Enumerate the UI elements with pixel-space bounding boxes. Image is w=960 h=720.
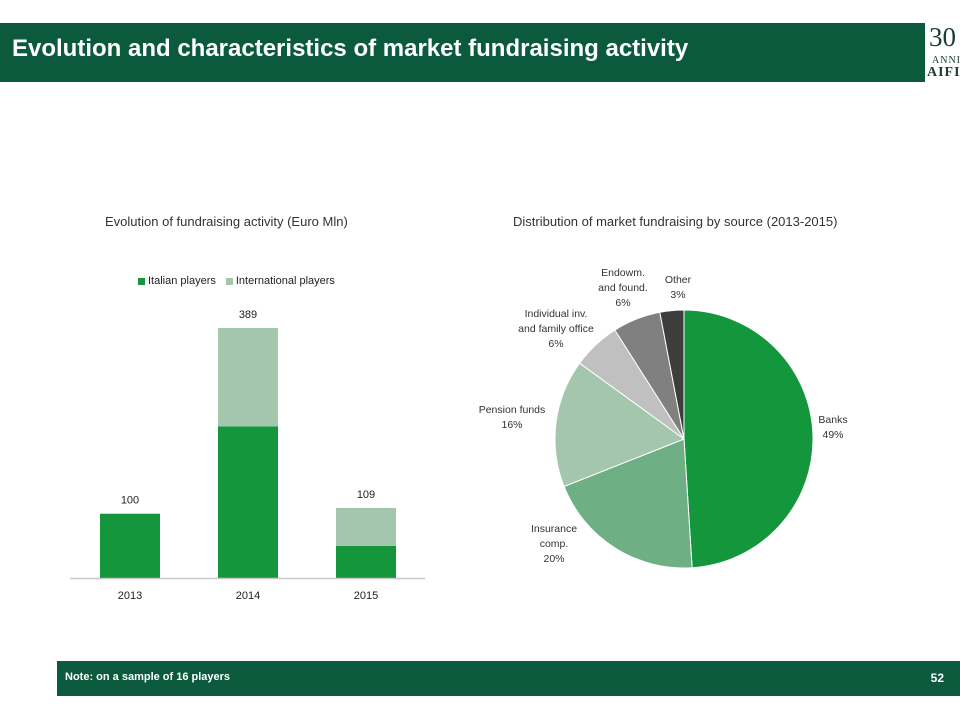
pie-label-line: comp.: [539, 537, 569, 550]
page-title: Evolution and characteristics of market …: [12, 35, 689, 62]
x-tick-label-2015: 2015: [354, 590, 378, 602]
bar-italian-2013: [100, 513, 160, 578]
pie-label-pension: Pension funds 16%: [479, 403, 546, 433]
legend-item-international: International players: [225, 275, 335, 287]
aifi-logo: 30 ANNI AIFI: [927, 22, 960, 82]
bar-total-label-2015: 109: [357, 489, 375, 501]
pie-label-line: Other: [664, 274, 692, 286]
pie-label-other: Other 3%: [665, 273, 691, 303]
bar-chart-title: Evolution of fundraising activity (Euro …: [105, 214, 348, 229]
pie-label-line: Banks: [818, 414, 848, 426]
pie-slice-pension: [554, 362, 686, 488]
page-number: 52: [930, 671, 944, 685]
pie-slice-banks: [683, 309, 814, 569]
logo-number: 30: [929, 22, 956, 52]
pie-label-line: Individual inv.: [524, 307, 588, 320]
pie-label-banks: Banks 49%: [818, 413, 847, 443]
header-bar: Evolution and characteristics of market …: [0, 23, 925, 82]
x-tick-label-2014: 2014: [236, 590, 260, 602]
logo-brand: AIFI: [927, 65, 960, 80]
bar-italian-2015: [336, 545, 396, 578]
pie-label-insurance: Insurance comp. 20%: [531, 522, 577, 567]
pie-slice-other: [659, 309, 685, 440]
pie-chart-title: Distribution of market fundraising by so…: [513, 214, 838, 229]
bar-italian-2014: [218, 426, 278, 578]
pie-label-line: 16%: [501, 419, 523, 431]
x-tick-label-2013: 2013: [118, 590, 142, 602]
pie-label-line: 3%: [670, 289, 686, 301]
pie-label-line: Insurance: [530, 522, 578, 535]
logo-anni: ANNI: [932, 55, 960, 66]
pie-label-line: Endowm.: [601, 266, 645, 279]
pie-label-line: 20%: [543, 552, 565, 565]
pie-slice-insurance: [563, 438, 693, 569]
bar-total-label-2014: 389: [239, 309, 257, 321]
legend-swatch-italian: [138, 277, 145, 285]
pie-label-endowments: Endowm. and found. 6%: [598, 266, 648, 311]
legend-item-italian: Italian players: [138, 275, 216, 287]
legend-label-international: International players: [235, 275, 335, 287]
pie-label-line: 6%: [615, 296, 631, 309]
legend-label-italian: Italian players: [148, 275, 216, 287]
legend-swatch-international: [225, 277, 233, 285]
pie-label-line: 49%: [822, 429, 844, 441]
footer-bar: Note: on a sample of 16 players 52: [57, 661, 960, 696]
pie-label-line: Pension funds: [478, 404, 546, 416]
pie-label-line: and found.: [598, 281, 648, 294]
bar-total-label-2013: 100: [121, 495, 139, 507]
pie-label-line: and family office: [518, 322, 594, 335]
bar-international-2015: [336, 507, 396, 546]
footer-note: Note: on a sample of 16 players: [65, 671, 231, 683]
bar-chart-legend: Italian players International players: [138, 275, 345, 287]
pie-label-individual: Individual inv. and family office 6%: [518, 307, 594, 352]
pie-label-line: 6%: [548, 337, 564, 350]
bar-international-2014: [218, 328, 278, 427]
